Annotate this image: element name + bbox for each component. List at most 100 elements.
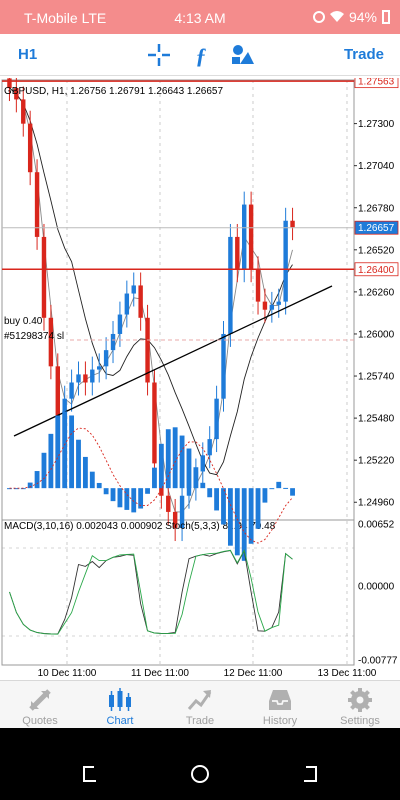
macd-bar (89, 471, 95, 489)
trade-icon (187, 690, 212, 710)
macd-bar (172, 427, 178, 489)
candle-body (214, 398, 219, 440)
time-axis-label: 11 Dec 11:00 (131, 668, 189, 678)
candle-body (7, 78, 12, 89)
price-scale-label: 1.26520 (358, 245, 395, 256)
candle-body (200, 455, 205, 472)
macd-bar (227, 488, 233, 546)
candle-body (276, 301, 281, 305)
macd-bar (13, 488, 19, 490)
candle-body (152, 382, 157, 464)
candle-body (34, 172, 40, 237)
macd-bar (165, 429, 171, 489)
time-axis: 10 Dec 11:00 11 Dec 11:00 12 Dec 11:00 13 D… (38, 668, 377, 679)
macd-bar (234, 488, 240, 556)
candle-body (27, 123, 33, 173)
candle-body (262, 301, 268, 310)
settings-icon (348, 688, 372, 712)
price-chart[interactable]: GBPUSD, H1, 1.26756 1.26791 1.26643 1.26… (0, 65, 400, 679)
macd-bar (193, 467, 199, 489)
buy-order-label: buy 0.40 (4, 316, 43, 327)
macd-bar (48, 433, 54, 489)
candle-body (221, 333, 226, 399)
macd-bar (262, 488, 268, 503)
timeframe-button[interactable]: H1 (18, 46, 38, 63)
macd-bar (41, 452, 47, 489)
indicator-scale-label: 0.00000 (358, 582, 395, 593)
candle-body (228, 236, 233, 334)
candle-body (235, 236, 240, 270)
macd-bar (179, 435, 185, 489)
candlesticks (7, 65, 295, 542)
tab-history[interactable]: History (240, 681, 320, 729)
macd-bar (276, 481, 282, 489)
candle-body (166, 495, 171, 512)
recent-apps-icon[interactable] (80, 764, 100, 784)
trade-button[interactable]: Trade (343, 46, 384, 63)
macd-bar (96, 482, 102, 489)
indicator-scale-label: -0.00777 (358, 656, 398, 667)
battery-icon (382, 10, 390, 24)
macd-bar (55, 415, 61, 489)
price-scale-label: 1.26260 (358, 287, 395, 298)
candle-body (186, 487, 192, 496)
tab-trade[interactable]: Trade (160, 681, 240, 729)
candle-body (255, 269, 261, 302)
indicator-scale: 0.00652 0.00000 -0.00777 (358, 520, 398, 667)
system-nav-bar (0, 728, 400, 800)
time-axis-label: 12 Dec 11:00 (224, 668, 283, 678)
macd-histogram (7, 411, 295, 561)
history-icon (269, 690, 291, 710)
status-time: 4:13 AM (174, 10, 226, 26)
symbol-header: GBPUSD, H1, 1.26756 1.26791 1.26643 1.26… (4, 86, 223, 97)
macd-bar (214, 488, 220, 511)
macd-bar (207, 488, 213, 498)
wifi-icon (329, 11, 344, 22)
price-scale-label: 1.27040 (358, 161, 395, 172)
candle-body (103, 350, 109, 367)
macd-bar (117, 488, 123, 508)
price-scale-label: 1.24960 (358, 498, 395, 509)
time-axis-label: 13 Dec 11:00 (318, 668, 377, 678)
stochastic-lines (9, 549, 293, 635)
macd-bar (69, 415, 75, 489)
tab-settings[interactable]: Settings (320, 681, 400, 729)
candle-body (124, 293, 130, 315)
indicator-scale-label: 0.00652 (358, 520, 395, 531)
macd-bar (82, 456, 88, 489)
trendline[interactable] (13, 285, 333, 437)
back-icon[interactable] (300, 764, 320, 784)
macd-bar (221, 488, 226, 525)
candle-body (76, 374, 81, 383)
macd-bar (255, 488, 261, 529)
stoch-d-line (9, 549, 293, 635)
crosshair-icon[interactable] (146, 42, 172, 68)
macd-bar (34, 471, 40, 489)
svg-text:ƒ: ƒ (196, 43, 207, 68)
tab-chart-label: Chart (106, 715, 134, 727)
status-icons: 94% (312, 9, 390, 25)
candle-body (83, 374, 88, 383)
candle-body (138, 285, 143, 318)
tab-chart[interactable]: Chart (80, 681, 160, 729)
tab-settings-label: Settings (340, 715, 380, 727)
candle-body (172, 511, 178, 529)
candle-body (41, 236, 47, 318)
function-icon[interactable]: ƒ (188, 42, 214, 68)
chart-toolbar: H1 ƒ Trade (0, 34, 400, 76)
indicator-frame (1, 519, 355, 666)
macd-bar (62, 411, 68, 489)
objects-icon[interactable] (230, 42, 256, 68)
candle-body (290, 220, 295, 228)
candle-body (248, 204, 254, 270)
carrier-label: T-Mobile LTE (24, 10, 107, 26)
tab-quotes-label: Quotes (22, 715, 58, 727)
candle-body (14, 88, 19, 100)
macd-bar (145, 488, 150, 494)
tab-quotes[interactable]: Quotes (0, 681, 80, 729)
price-tag-level: 1.26400 (358, 265, 395, 276)
price-tags: 1.27563 1.26657 1.26400 (354, 74, 399, 277)
chart-svg[interactable]: GBPUSD, H1, 1.26756 1.26791 1.26643 1.26… (0, 65, 400, 679)
main-chart-frame (1, 79, 355, 521)
home-icon[interactable] (190, 764, 210, 784)
